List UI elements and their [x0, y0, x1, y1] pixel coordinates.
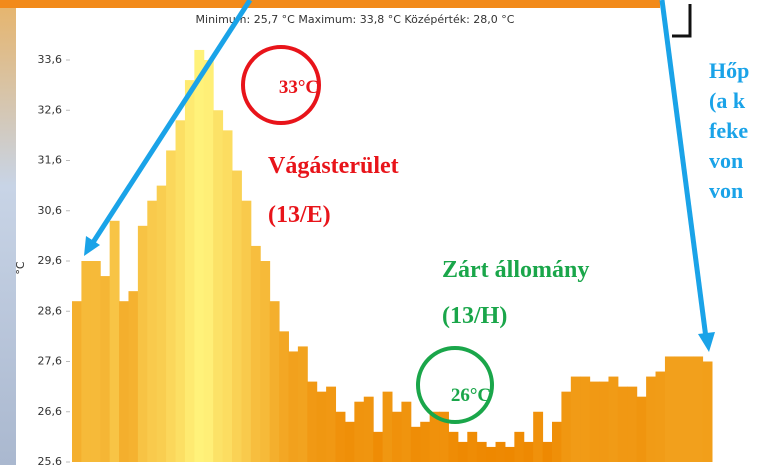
bar	[552, 422, 562, 462]
bar	[514, 432, 524, 462]
bar	[138, 226, 148, 462]
bar	[373, 432, 383, 462]
bar	[693, 356, 703, 462]
bar	[298, 346, 308, 462]
bar	[618, 387, 628, 462]
bar	[100, 276, 110, 462]
bar	[128, 291, 138, 462]
bar	[166, 150, 176, 462]
bar	[580, 377, 590, 462]
bar	[157, 186, 167, 462]
closed-stand-line: (13/H)	[442, 303, 507, 329]
bar	[185, 80, 195, 462]
arrow-head	[698, 332, 715, 352]
bar	[241, 201, 251, 462]
y-tick-label: 26,6	[38, 405, 63, 418]
bar	[665, 356, 675, 462]
bracket	[672, 4, 690, 36]
bar	[448, 432, 458, 462]
bar	[571, 377, 581, 462]
y-tick-label: 25,6	[38, 455, 63, 465]
bar	[223, 130, 233, 462]
bar	[524, 442, 534, 462]
bar	[307, 382, 317, 462]
bar	[317, 392, 327, 462]
top-strip	[0, 0, 660, 8]
side-note-line: feke	[709, 118, 748, 143]
bar	[288, 351, 298, 462]
bar	[561, 392, 571, 462]
side-note-line: Hőp	[709, 58, 749, 83]
bar	[590, 382, 600, 462]
bar	[637, 397, 647, 462]
subtitle: Minimum: 25,7 °C Maximum: 33,8 °C Középé…	[196, 13, 515, 26]
chart: Minimum: 25,7 °C Maximum: 33,8 °C Középé…	[0, 0, 769, 465]
bar	[91, 261, 101, 462]
bar	[703, 362, 713, 463]
bar	[232, 171, 242, 462]
side-note-line: von	[709, 178, 743, 203]
bar	[326, 387, 336, 462]
y-tick-label: 28,6	[38, 304, 63, 317]
bar	[260, 261, 270, 462]
bar	[627, 387, 637, 462]
bar	[336, 412, 346, 462]
bar	[486, 447, 496, 462]
y-tick-label: 30,6	[38, 204, 63, 217]
y-tick-label: 29,6	[38, 254, 63, 267]
bar	[656, 372, 666, 462]
plot: 25,6 26,6 27,6 28,6 29,6 30,6 31,6 32,6 33,6	[38, 50, 713, 465]
bar	[608, 377, 618, 462]
bar	[411, 427, 421, 462]
clearcut-line: (13/E)	[268, 202, 331, 228]
side-note-line: (a k	[709, 88, 746, 113]
bar	[204, 60, 214, 462]
arrow	[662, 0, 706, 338]
bar	[467, 432, 477, 462]
side-note-line: von	[709, 148, 743, 173]
bar	[81, 261, 91, 462]
bar	[684, 356, 694, 462]
bar	[674, 356, 684, 462]
bar	[646, 377, 656, 462]
bar	[543, 442, 553, 462]
bar	[251, 246, 261, 462]
y-tick-label: 32,6	[38, 103, 63, 116]
bar	[392, 412, 402, 462]
bar	[147, 201, 157, 462]
bar	[270, 301, 280, 462]
bar	[72, 301, 82, 462]
y-tick-label: 33,6	[38, 53, 63, 66]
bar	[477, 442, 487, 462]
page: {"chart_data": {"type": "bar", "subtitle…	[0, 0, 769, 465]
bar	[458, 442, 468, 462]
bar	[533, 412, 543, 462]
bar	[401, 402, 411, 462]
bar	[505, 447, 515, 462]
clearcut-line: Vágásterület	[268, 153, 399, 179]
low-label: 26°C	[451, 385, 491, 406]
bar	[599, 382, 609, 462]
side-note: Hőp (a k feke von von	[709, 58, 749, 203]
bar	[496, 442, 506, 462]
bar	[194, 50, 204, 462]
bar	[364, 397, 374, 462]
bar	[420, 422, 430, 462]
bar	[119, 301, 129, 462]
bar	[110, 221, 120, 462]
y-tick-label: 27,6	[38, 355, 63, 368]
bar	[345, 422, 355, 462]
bar	[354, 402, 364, 462]
closed-stand-line: Zárt állomány	[442, 257, 589, 283]
y-tick-label: 31,6	[38, 154, 63, 167]
bar	[176, 120, 186, 462]
bar	[383, 392, 393, 462]
bar	[279, 331, 289, 462]
peak-label: 33°C	[279, 77, 319, 98]
background-strip	[0, 0, 16, 465]
bar	[213, 110, 223, 462]
y-axis-label: °C	[14, 261, 27, 275]
